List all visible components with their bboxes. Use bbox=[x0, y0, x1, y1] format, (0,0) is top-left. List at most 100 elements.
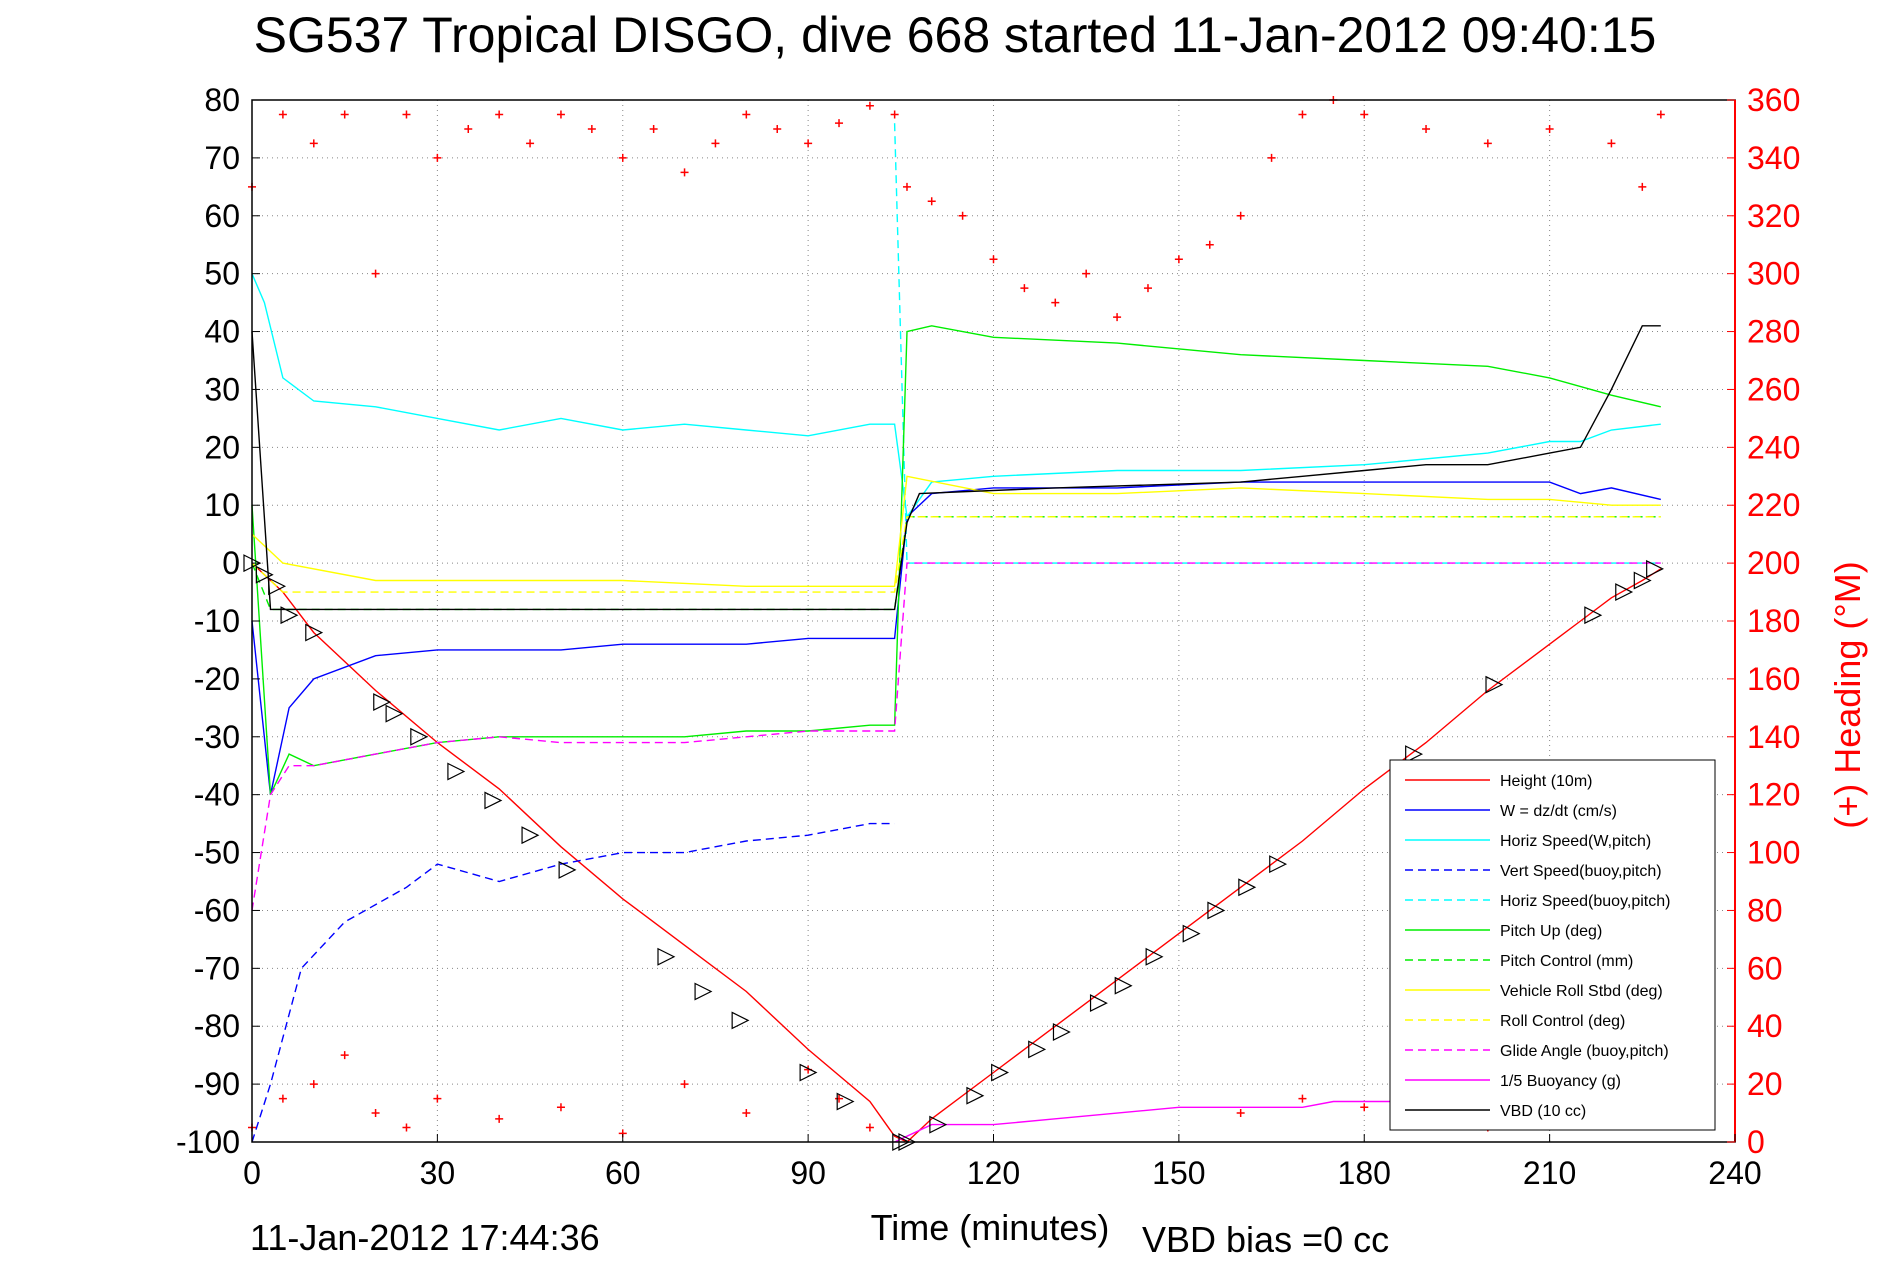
triangle-marker bbox=[1114, 976, 1133, 995]
y-tick-label: 30 bbox=[204, 371, 240, 407]
triangle-marker bbox=[558, 860, 577, 879]
triangle-marker bbox=[694, 982, 713, 1001]
heading-marker bbox=[680, 168, 689, 177]
triangle-marker bbox=[836, 1092, 855, 1111]
triangle-marker bbox=[966, 1086, 985, 1105]
heading-marker bbox=[958, 211, 967, 220]
heading-marker bbox=[927, 197, 936, 206]
y2-tick-label: 0 bbox=[1747, 1124, 1765, 1160]
y2-tick-label: 280 bbox=[1747, 314, 1800, 350]
heading-marker bbox=[1205, 240, 1214, 249]
heading-marker bbox=[1360, 1103, 1369, 1112]
y-tick-label: 0 bbox=[222, 545, 240, 581]
legend-label: Height (10m) bbox=[1500, 773, 1592, 790]
y2-ticks: 3603403203002802602402202001801601401201… bbox=[1727, 82, 1800, 1160]
triangle-marker bbox=[1269, 855, 1288, 874]
y-tick-label: 10 bbox=[204, 487, 240, 523]
heading-marker bbox=[309, 139, 318, 148]
heading-marker bbox=[556, 1103, 565, 1112]
legend-label: Pitch Control (mm) bbox=[1500, 953, 1633, 970]
triangle-marker bbox=[799, 1063, 818, 1082]
triangle-marker bbox=[1028, 1040, 1047, 1059]
heading-marker bbox=[526, 139, 535, 148]
y2-tick-label: 60 bbox=[1747, 950, 1783, 986]
heading-marker bbox=[1236, 1109, 1245, 1118]
heading-marker bbox=[495, 1114, 504, 1123]
heading-marker bbox=[433, 1094, 442, 1103]
heading-marker bbox=[1298, 110, 1307, 119]
chart-title: SG537 Tropical DISGO, dive 668 started 1… bbox=[254, 7, 1657, 63]
series-line-11 bbox=[251, 325, 1661, 611]
heading-marker bbox=[742, 110, 751, 119]
legend-label: Horiz Speed(W,pitch) bbox=[1500, 833, 1651, 850]
heading-marker bbox=[865, 1123, 874, 1132]
heading-marker bbox=[1082, 269, 1091, 278]
heading-marker bbox=[1422, 124, 1431, 133]
y2-tick-label: 240 bbox=[1747, 429, 1800, 465]
triangle-marker bbox=[1405, 745, 1424, 764]
y2-tick-label: 220 bbox=[1747, 487, 1800, 523]
y2-tick-label: 180 bbox=[1747, 603, 1800, 639]
heading-marker bbox=[773, 124, 782, 133]
series-line-8 bbox=[251, 516, 1661, 593]
x-tick-label: 180 bbox=[1338, 1155, 1391, 1191]
heading-marker bbox=[1298, 1094, 1307, 1103]
series-line-1 bbox=[251, 481, 1661, 795]
triangle-marker bbox=[1615, 583, 1634, 602]
triangle-marker bbox=[657, 947, 676, 966]
triangle-marker bbox=[1145, 947, 1164, 966]
triangle-marker bbox=[1089, 994, 1108, 1013]
y2-tick-label: 100 bbox=[1747, 835, 1800, 871]
series-lines bbox=[251, 123, 1662, 1143]
triangle-marker bbox=[1584, 606, 1603, 625]
y2-tick-label: 20 bbox=[1747, 1066, 1783, 1102]
triangle-marker bbox=[280, 606, 299, 625]
heading-marker bbox=[433, 153, 442, 162]
heading-marker bbox=[309, 1080, 318, 1089]
heading-marker bbox=[402, 110, 411, 119]
y2-tick-label: 200 bbox=[1747, 545, 1800, 581]
legend-label: Horiz Speed(buoy,pitch) bbox=[1500, 893, 1670, 910]
heading-marker bbox=[711, 139, 720, 148]
y-tick-label: -40 bbox=[194, 777, 240, 813]
heading-marker bbox=[1483, 139, 1492, 148]
y2-tick-label: 340 bbox=[1747, 140, 1800, 176]
heading-marker bbox=[865, 101, 874, 110]
y-tick-label: -10 bbox=[194, 603, 240, 639]
y2-tick-label: 260 bbox=[1747, 371, 1800, 407]
legend-label: Glide Angle (buoy,pitch) bbox=[1500, 1043, 1669, 1060]
y2-tick-label: 320 bbox=[1747, 198, 1800, 234]
heading-marker bbox=[680, 1080, 689, 1089]
heading-marker bbox=[618, 153, 627, 162]
triangle-marker bbox=[305, 623, 324, 642]
triangle-marker bbox=[385, 704, 404, 723]
heading-marker bbox=[1267, 153, 1276, 162]
heading-marker bbox=[1236, 211, 1245, 220]
y-tick-label: 80 bbox=[204, 82, 240, 118]
heading-marker bbox=[890, 110, 899, 119]
y2-tick-label: 40 bbox=[1747, 1008, 1783, 1044]
triangle-marker bbox=[521, 826, 540, 845]
y-tick-label: 40 bbox=[204, 314, 240, 350]
y-tick-label: -20 bbox=[194, 661, 240, 697]
series-line-3 bbox=[251, 822, 895, 1143]
y2-tick-label: 80 bbox=[1747, 892, 1783, 928]
heading-marker bbox=[1607, 139, 1616, 148]
heading-marker bbox=[340, 110, 349, 119]
y2-axis-label: (+) Heading (°M) bbox=[1827, 561, 1868, 828]
y2-tick-label: 360 bbox=[1747, 82, 1800, 118]
y2-tick-label: 120 bbox=[1747, 777, 1800, 813]
legend-label: Roll Control (deg) bbox=[1500, 1013, 1625, 1030]
heading-marker bbox=[278, 110, 287, 119]
triangle-marker bbox=[1633, 571, 1652, 590]
heading-marker bbox=[1020, 284, 1029, 293]
x-tick-label: 120 bbox=[967, 1155, 1020, 1191]
y-tick-label: -90 bbox=[194, 1066, 240, 1102]
triangle-marker bbox=[731, 1011, 750, 1030]
heading-marker bbox=[1545, 124, 1554, 133]
triangle-marker bbox=[1238, 878, 1257, 897]
y-tick-label: -70 bbox=[194, 950, 240, 986]
y-tick-label: -60 bbox=[194, 892, 240, 928]
vbd-bias-label: VBD bias =0 cc bbox=[1142, 1219, 1389, 1260]
